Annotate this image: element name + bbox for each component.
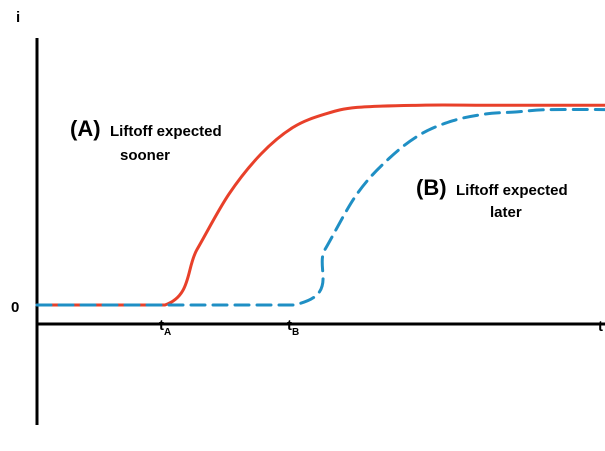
y-axis-label: i — [16, 9, 20, 26]
annotation-b-line2: later — [490, 204, 522, 221]
annotation-a-line2: sooner — [120, 147, 170, 164]
series-layer — [35, 103, 605, 307]
x-tick-label-a: tA — [159, 317, 171, 338]
annotation-a: (A) Liftoff expected — [70, 116, 222, 141]
annotation-a-letter: (A) — [70, 116, 101, 141]
x-tick-main: t — [159, 317, 164, 334]
annotation-a-line1: Liftoff expected — [110, 123, 222, 140]
x-tick-sub: B — [292, 327, 299, 338]
y-zero-label: 0 — [11, 299, 19, 316]
x-axis-label: t — [598, 318, 603, 335]
annotation-b: (B) Liftoff expected — [416, 175, 568, 200]
x-tick-sub: A — [164, 327, 171, 338]
series-line-a — [35, 103, 605, 307]
annotation-b-line1: Liftoff expected — [456, 182, 568, 199]
x-tick-label-b: tB — [287, 317, 299, 338]
x-tick-main: t — [287, 317, 292, 334]
series-line-b — [35, 107, 605, 307]
annotation-b-letter: (B) — [416, 175, 447, 200]
tick-layer: tA tB — [159, 317, 299, 338]
